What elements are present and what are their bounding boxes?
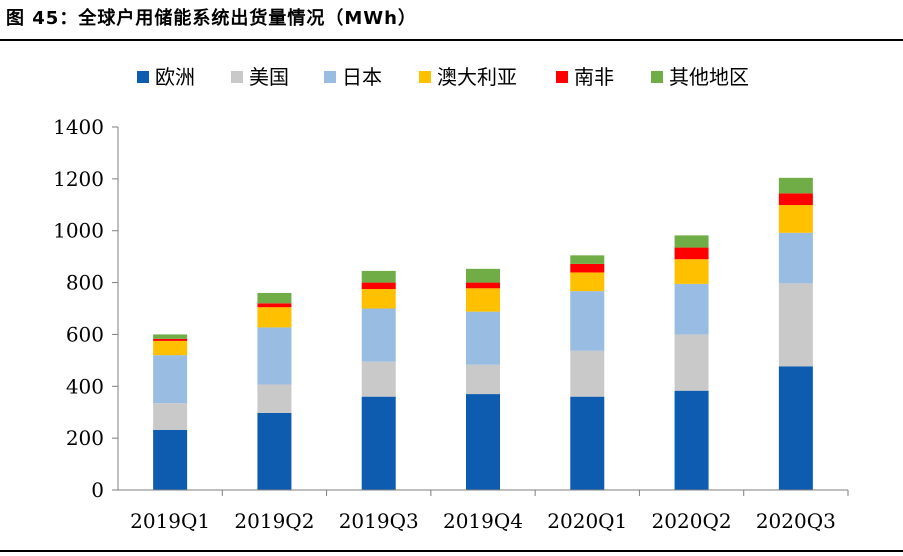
bar-2020Q3-series-2 (778, 232, 813, 284)
bar-2019Q4-series-4 (466, 282, 500, 289)
y-tick-label-7: 1400 (53, 115, 104, 139)
bar-2020Q2-series-4 (674, 247, 709, 260)
bar-2019Q3-series-1 (361, 361, 396, 397)
x-tick-label-2020Q1: 2020Q1 (547, 509, 627, 533)
bar-2019Q1-series-0 (153, 429, 188, 490)
y-tick-label-1: 200 (66, 426, 104, 450)
y-tick-label-6: 1200 (53, 167, 104, 191)
y-axis: 0 200 400 600 800 1000 1200 1400 (53, 115, 119, 502)
legend-label-3: 澳大利亚 (437, 65, 517, 89)
bar-2019Q4-series-1 (466, 364, 500, 395)
x-tick-label-2019Q2: 2019Q2 (234, 509, 314, 533)
legend-swatch-1 (231, 71, 243, 83)
bar-2019Q2-series-5 (257, 292, 292, 304)
legend: 欧洲 美国 日本 澳大利亚 南非 其他地区 (137, 65, 749, 89)
bar-2020Q3-series-5 (778, 177, 813, 194)
bottom-rule (0, 550, 903, 552)
legend-swatch-4 (556, 71, 568, 83)
x-tick-label-2019Q4: 2019Q4 (443, 509, 523, 533)
y-tick-label-4: 800 (66, 271, 104, 295)
legend-swatch-3 (419, 71, 431, 83)
bar-2019Q3-series-0 (361, 396, 396, 490)
bar-2020Q1-series-3 (570, 272, 605, 292)
bar-2019Q1-series-1 (153, 403, 188, 430)
bar-2019Q1-series-4 (153, 338, 188, 341)
x-tick-label-2020Q3: 2020Q3 (756, 509, 836, 533)
bar-2019Q3-series-4 (361, 282, 396, 290)
top-rule (0, 39, 903, 41)
bar-2020Q1-series-5 (570, 255, 605, 264)
x-tick-label-2019Q3: 2019Q3 (339, 509, 419, 533)
x-tick-label-2020Q2: 2020Q2 (652, 509, 732, 533)
bar-2019Q1-series-5 (153, 334, 188, 339)
x-tick-label-2019Q1: 2019Q1 (130, 509, 210, 533)
legend-label-1: 美国 (249, 65, 289, 89)
bar-2020Q2-series-1 (674, 334, 709, 391)
bar-2020Q2-series-2 (674, 283, 709, 335)
bar-2019Q3-series-3 (361, 289, 396, 309)
x-axis: 2019Q1 2019Q2 2019Q3 2019Q4 2020Q1 2020Q2 2020… (118, 489, 849, 533)
bar-2020Q3-series-4 (778, 193, 813, 206)
y-tick-label-3: 600 (66, 322, 104, 346)
legend-label-2: 日本 (342, 65, 382, 89)
y-tick-label-0: 0 (91, 478, 104, 502)
bar-2019Q4-series-3 (466, 288, 500, 312)
bar-2019Q1-series-3 (153, 340, 188, 356)
bar-2019Q1-series-2 (153, 355, 188, 404)
bar-2019Q4-series-5 (466, 268, 500, 283)
bar-2019Q2-series-0 (257, 412, 292, 490)
bars (153, 177, 813, 490)
y-tick-label-2: 400 (66, 374, 104, 398)
legend-label-0: 欧洲 (155, 65, 195, 89)
y-tick-label-5: 1000 (53, 219, 104, 243)
legend-swatch-5 (651, 71, 663, 83)
bar-2020Q2-series-3 (674, 259, 709, 284)
bar-2019Q4-series-0 (466, 394, 500, 490)
bar-2019Q3-series-2 (361, 308, 396, 362)
bar-2019Q2-series-3 (257, 307, 292, 328)
bar-2019Q2-series-4 (257, 303, 292, 308)
legend-label-5: 其他地区 (669, 65, 749, 89)
bar-2020Q1-series-1 (570, 350, 605, 397)
bar-2019Q4-series-2 (466, 311, 500, 365)
bar-2020Q1-series-4 (570, 263, 605, 273)
legend-swatch-2 (324, 71, 336, 83)
bar-2020Q1-series-0 (570, 396, 605, 490)
bar-2020Q2-series-0 (674, 390, 709, 490)
legend-swatch-0 (137, 71, 149, 83)
bar-2019Q2-series-2 (257, 327, 292, 385)
bar-2019Q3-series-5 (361, 270, 396, 283)
legend-label-4: 南非 (574, 65, 614, 89)
bar-2020Q1-series-2 (570, 291, 605, 351)
bar-2020Q2-series-5 (674, 235, 709, 248)
bar-2020Q3-series-1 (778, 283, 813, 367)
bar-2020Q3-series-3 (778, 205, 813, 233)
bar-2020Q3-series-0 (778, 366, 813, 490)
figure-caption: 图 45：全球户用储能系统出货量情况（MWh） (6, 8, 417, 29)
bar-2019Q2-series-1 (257, 384, 292, 413)
